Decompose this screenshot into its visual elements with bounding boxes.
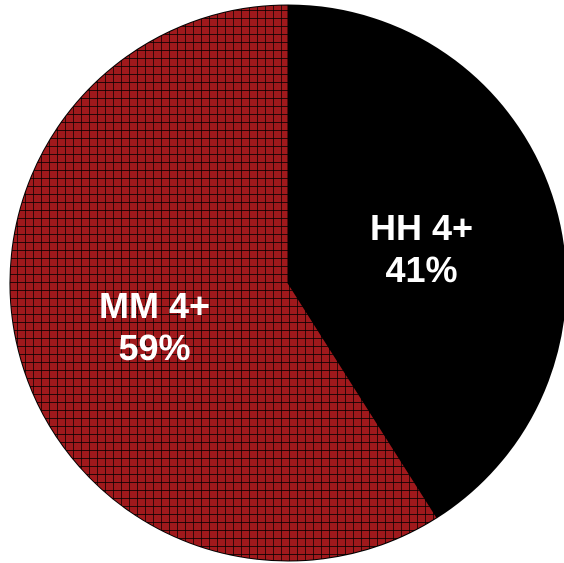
pie-slices [9,4,564,562]
pie-slice-hh-4 [287,4,564,519]
pie-labels: HH 4+41% MM 4+59% [99,207,473,368]
slice-label-mm-4-name: MM 4+ [99,285,210,326]
pie-slice-mm-4 [9,4,438,562]
slice-label-mm-4-percent: 59% [118,327,190,368]
slice-label-hh-4-name: HH 4+ [370,207,473,248]
slice-label-hh-4-percent: 41% [385,249,457,290]
